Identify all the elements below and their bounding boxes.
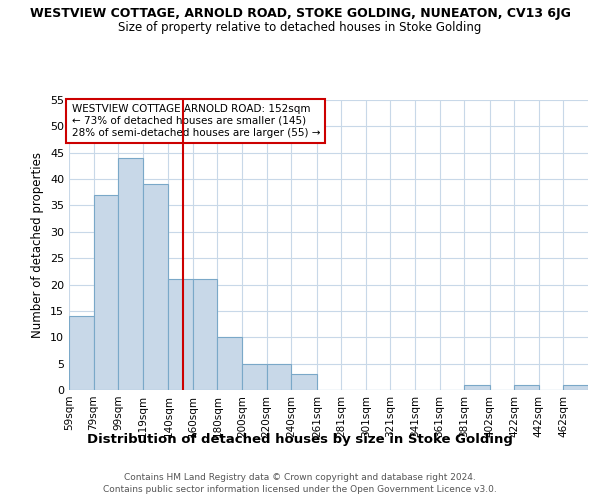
Bar bbox=[464, 384, 490, 390]
Bar bbox=[242, 364, 266, 390]
Bar bbox=[563, 384, 588, 390]
Bar bbox=[94, 195, 118, 390]
Text: Contains HM Land Registry data © Crown copyright and database right 2024.: Contains HM Land Registry data © Crown c… bbox=[124, 472, 476, 482]
Bar bbox=[266, 364, 291, 390]
Bar bbox=[217, 338, 242, 390]
Text: Distribution of detached houses by size in Stoke Golding: Distribution of detached houses by size … bbox=[87, 432, 513, 446]
Bar bbox=[514, 384, 539, 390]
Bar bbox=[291, 374, 317, 390]
Text: Contains public sector information licensed under the Open Government Licence v3: Contains public sector information licen… bbox=[103, 485, 497, 494]
Text: WESTVIEW COTTAGE, ARNOLD ROAD, STOKE GOLDING, NUNEATON, CV13 6JG: WESTVIEW COTTAGE, ARNOLD ROAD, STOKE GOL… bbox=[29, 8, 571, 20]
Bar bbox=[69, 316, 94, 390]
Text: WESTVIEW COTTAGE ARNOLD ROAD: 152sqm
← 73% of detached houses are smaller (145)
: WESTVIEW COTTAGE ARNOLD ROAD: 152sqm ← 7… bbox=[71, 104, 320, 138]
Y-axis label: Number of detached properties: Number of detached properties bbox=[31, 152, 44, 338]
Bar bbox=[143, 184, 169, 390]
Text: Size of property relative to detached houses in Stoke Golding: Size of property relative to detached ho… bbox=[118, 21, 482, 34]
Bar bbox=[118, 158, 143, 390]
Bar bbox=[193, 280, 217, 390]
Bar bbox=[169, 280, 193, 390]
